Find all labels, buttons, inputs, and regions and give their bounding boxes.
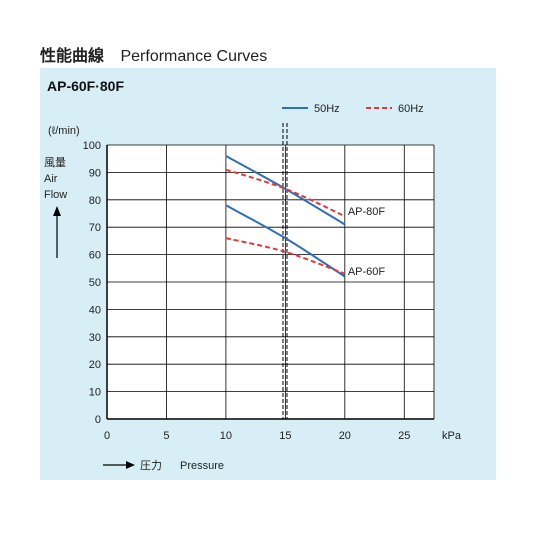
x-axis-arrow-head [126,461,135,469]
y-tick-label: 40 [89,304,101,316]
y-label-jp: 風量 [44,156,66,169]
x-tick-label: 20 [339,430,351,442]
y-tick-label: 80 [89,195,101,207]
y-tick-label: 70 [89,222,101,234]
y-tick-label: 10 [89,387,101,399]
y-axis-arrow-head [53,206,61,216]
x-label-en: Pressure [180,460,224,472]
curve-ap-60f-50hz [225,204,346,278]
legend-label-50hz: 50Hz [314,103,340,115]
chart-model-title: AP-60F·80F [47,78,125,94]
y-label-en-flow: Flow [44,189,67,201]
x-unit-label: kPa [442,430,462,442]
x-label-jp: 圧力 [140,459,162,472]
curve-label-ap-80f: AP-80F [348,206,386,218]
x-tick-label: 15 [279,430,291,442]
y-tick-label: 20 [89,359,101,371]
y-tick-label: 0 [95,414,101,426]
page-title-en: Performance Curves [120,48,268,65]
x-tick-label: 25 [398,430,410,442]
y-label-en-air: Air [44,173,58,185]
x-tick-label: 10 [220,430,232,442]
page-title-jp: 性能曲線 [40,46,105,65]
y-tick-label: 90 [89,167,101,179]
curve-ap-80f-50hz [225,155,346,226]
x-tick-label: 5 [163,430,169,442]
page-title: 性能曲線 Performance Curves [40,42,267,66]
legend-label-60hz: 60Hz [398,103,424,115]
curve-ap-80f-60hz [225,168,346,218]
y-tick-label: 30 [89,332,101,344]
y-tick-label: 60 [89,250,101,262]
curve-label-ap-60f: AP-60F [348,266,386,278]
y-tick-label: 50 [89,277,101,289]
x-tick-label: 0 [104,430,110,442]
y-tick-label: 100 [83,140,101,152]
y-unit-label: (ℓ/min) [48,125,80,137]
